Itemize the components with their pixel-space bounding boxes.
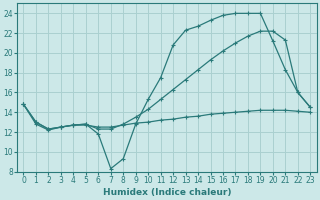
X-axis label: Humidex (Indice chaleur): Humidex (Indice chaleur) xyxy=(103,188,231,197)
